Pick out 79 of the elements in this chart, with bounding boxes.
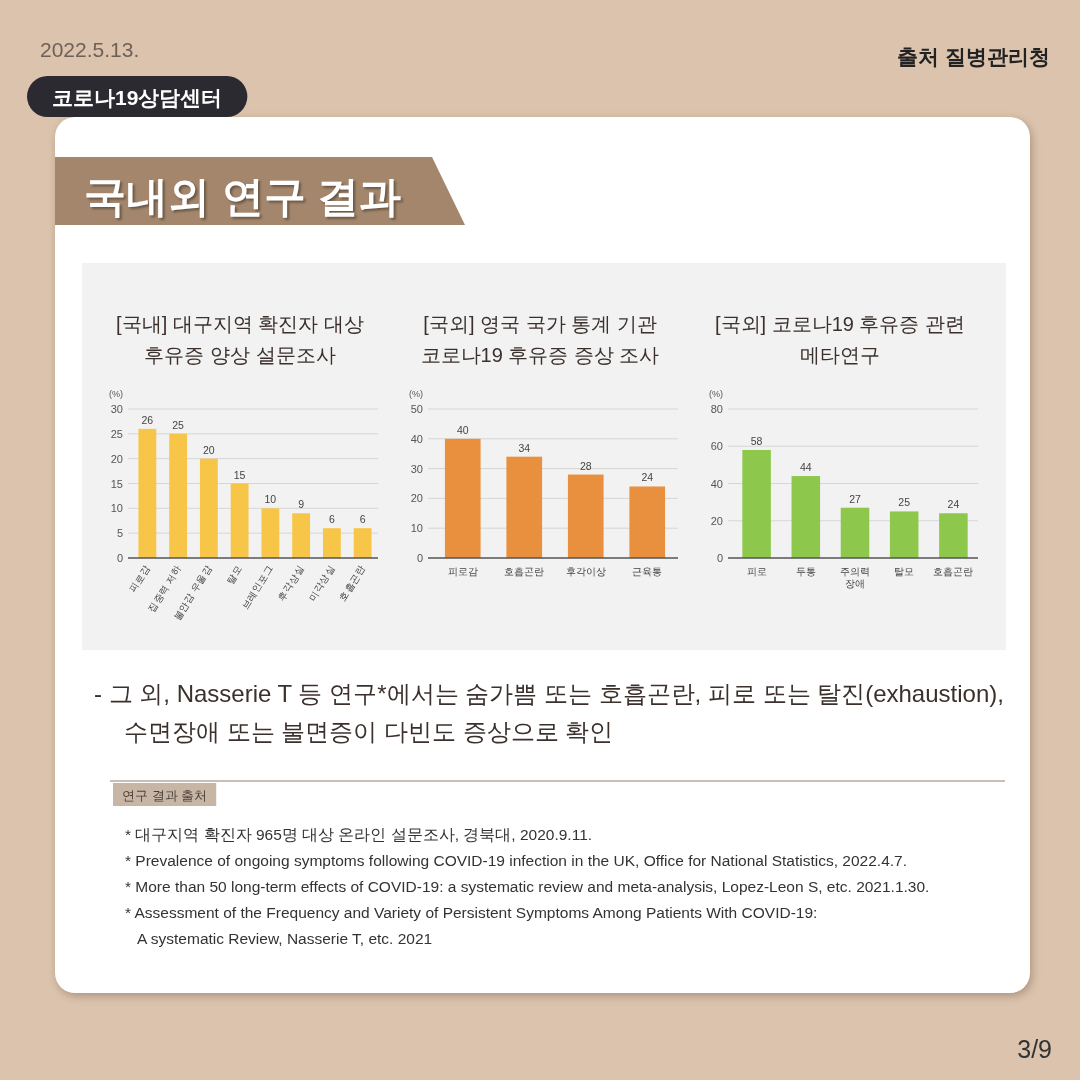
text: * Assessment of the Frequency and Variety of Persistent Symptoms Among Patients With COVID-19: A systematic Review, Nasserie T, etc. 2021 (125, 904, 818, 947)
y-axis-title: (%) (109, 389, 123, 399)
text: 연구 결과 출처 (122, 787, 208, 803)
y-tick-label: 60 (710, 440, 723, 453)
text: * More than 50 long-term effects of COVID-19: a systematic review and meta-analysis, Lopez-Leon S, etc. 2021.1.30. (125, 878, 930, 895)
data-label: 15 (233, 468, 246, 481)
data-label: 6 (359, 513, 366, 526)
y-tick-label: 10 (110, 502, 123, 515)
y-tick-label: 20 (110, 452, 123, 465)
x-tick-label: 호흡곤란 (933, 566, 974, 577)
y-tick-label: 5 (116, 527, 123, 540)
text: 3/9 (1017, 1035, 1052, 1063)
x-tick-label: 탈모 (224, 563, 245, 587)
bar (629, 486, 666, 558)
bar (261, 508, 280, 558)
chart-title: [국외] 코로나19 후유증 관련 메타연구 (714, 313, 966, 366)
y-axis-title: (%) (409, 389, 423, 399)
y-tick-label: 0 (416, 552, 423, 564)
bar (199, 458, 218, 558)
y-tick-label: 80 (710, 403, 723, 415)
bar (138, 428, 157, 558)
bar (840, 507, 870, 558)
y-tick-label: 20 (410, 492, 423, 505)
data-label: 40 (456, 423, 469, 436)
bar (791, 476, 821, 558)
y-tick-label: 40 (710, 477, 723, 490)
y-tick-label: 40 (410, 432, 423, 445)
bar (322, 528, 341, 558)
bar (292, 513, 311, 558)
data-label: 58 (750, 434, 763, 447)
y-tick-label: 30 (110, 403, 123, 415)
text: 2022.5.13. (40, 38, 140, 61)
x-tick-label: 후각이상 (565, 566, 606, 577)
chart-title: [국내] 대구지역 확진자 대상 후유증 양상 설문조사 (116, 313, 364, 366)
bar (444, 438, 481, 558)
data-label: 24 (947, 498, 960, 511)
y-tick-label: 10 (410, 522, 423, 535)
bar (889, 511, 919, 558)
text: 국내외 연구 결과 (84, 173, 402, 220)
x-tick-label: 두통 (795, 566, 816, 577)
bar (353, 528, 372, 558)
text: - 그 외, Nasserie T 등 연구*에서는 숨가쁨 또는 호흡곤란, 피로 또는 탈진(exhaustion), 수면장애 또는 불면증이 다빈도 증상으로 확인 (94, 680, 1004, 745)
y-tick-label: 25 (110, 427, 123, 440)
x-tick-label: 호흡곤란 (504, 566, 545, 577)
y-tick-label: 50 (410, 403, 423, 415)
bar (506, 456, 543, 558)
x-tick-label: 주의력 장애 (840, 566, 870, 589)
bar (169, 433, 188, 558)
data-label: 24 (641, 471, 654, 484)
data-label: 25 (172, 418, 185, 431)
x-tick-label: 탈모 (894, 566, 915, 577)
data-label: 28 (579, 459, 592, 472)
bar (742, 449, 771, 558)
x-tick-label: 피로 (746, 566, 767, 577)
data-label: 27 (849, 492, 861, 505)
y-tick-label: 15 (110, 477, 123, 490)
bar (567, 474, 604, 558)
data-label: 25 (898, 496, 911, 509)
source-note: 출처 질병관리청 (897, 45, 1050, 68)
bar (230, 483, 249, 558)
chart-title: [국외] 영국 국가 통계 기관 코로나19 후유증 증상 조사 (420, 313, 660, 366)
text: * Prevalence of ongoing symptoms following COVID-19 infection in the UK, Office for National Statistics, 2022.4.7. (125, 852, 907, 869)
text: * 대구지역 확진자 965명 대상 온라인 설문조사, 경북대, 2020.9.11. (125, 826, 593, 843)
x-tick-label: 피로감 (447, 566, 478, 577)
y-axis-title: (%) (709, 389, 723, 399)
data-label: 26 (141, 413, 154, 426)
data-label: 10 (264, 493, 277, 506)
y-tick-label: 0 (716, 552, 723, 564)
data-label: 44 (799, 461, 812, 474)
x-tick-label: 근육통 (632, 566, 663, 577)
text: 코로나19상담센터 (52, 86, 223, 109)
data-label: 9 (298, 498, 305, 511)
y-tick-label: 20 (710, 514, 723, 527)
data-label: 6 (328, 513, 335, 526)
data-label: 20 (203, 443, 215, 456)
bar (939, 513, 968, 558)
y-tick-label: 0 (116, 552, 123, 564)
data-label: 34 (518, 441, 531, 454)
y-tick-label: 30 (410, 462, 423, 475)
